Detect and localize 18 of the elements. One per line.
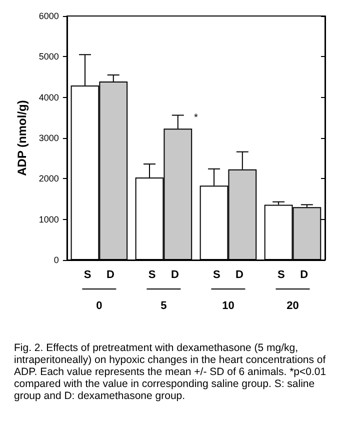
caption: Fig. 2. Effects of pretreatment with dexamethasone (5 mg/kg, intraperitoneally) on hypoxic changes in the heart concentrations of ADP. Each value represents the mean +/- SD of 6 animals. *p<0.01 compared with the value in corresponding saline group. S: saline group and D: dexamethasone group. — [13, 342, 328, 402]
y-tick-label: 1000 — [38, 214, 59, 224]
y-tick-label: 3000 — [38, 133, 59, 143]
y-tick-label: 6000 — [38, 11, 59, 21]
text: S D — [277, 269, 308, 281]
y-tick-label: 5000 — [38, 52, 59, 62]
x-tick-label: 20 — [286, 300, 299, 312]
y-tick-label: 4000 — [38, 92, 59, 102]
text: S D — [212, 269, 244, 281]
x-tick-label: 0 — [96, 300, 102, 312]
x-tick-label: 5 — [160, 300, 167, 312]
y-axis-title: ADP (nmol/g) — [15, 100, 29, 176]
text: S D — [84, 269, 114, 281]
y-tick-label: 2000 — [38, 174, 59, 184]
y-tick-label: 0 — [54, 255, 59, 265]
annotation: * — [194, 112, 198, 124]
x-tick-label: 10 — [222, 300, 234, 312]
text: S D — [148, 269, 179, 281]
